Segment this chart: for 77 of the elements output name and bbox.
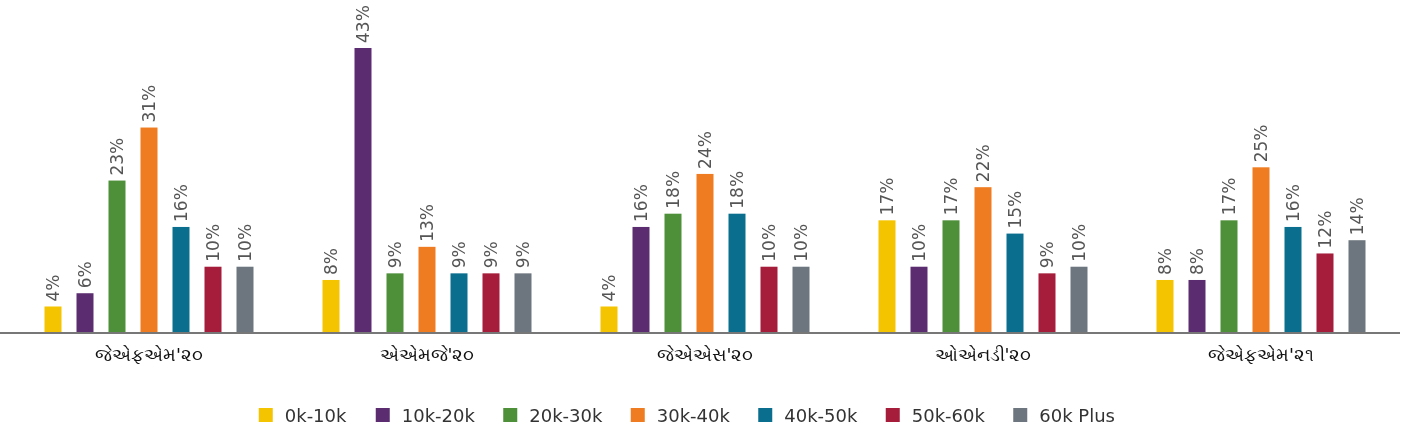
- legend-label: 60k Plus: [1039, 404, 1115, 426]
- legend-label: 30k-40k: [656, 404, 731, 426]
- x-tick-label: જેએફએમ'૨૦: [95, 344, 203, 365]
- x-tick-label: જેએએસ'૨૦: [656, 344, 754, 365]
- bar: [974, 187, 992, 333]
- x-tick-label: ઓએનડી'૨૦: [934, 344, 1032, 365]
- data-label: 31%: [139, 84, 159, 123]
- bar: [910, 266, 928, 333]
- data-label: 10%: [235, 223, 255, 262]
- data-label: 17%: [1219, 177, 1239, 216]
- bar: [418, 246, 436, 333]
- bar: [76, 293, 94, 333]
- data-label: 10%: [791, 223, 811, 262]
- bar: [1156, 279, 1174, 333]
- data-label: 22%: [973, 144, 993, 183]
- bar: [172, 226, 190, 333]
- data-label: 9%: [385, 241, 405, 269]
- bar: [204, 266, 222, 333]
- bar: [482, 273, 500, 333]
- data-label: 16%: [1283, 184, 1303, 222]
- bar: [600, 306, 618, 333]
- data-label: 6%: [75, 261, 95, 289]
- data-label: 10%: [203, 223, 223, 262]
- bar: [728, 213, 746, 333]
- data-label: 10%: [909, 223, 929, 262]
- data-label: 14%: [1347, 197, 1367, 236]
- bar: [632, 226, 650, 333]
- data-label: 8%: [321, 247, 341, 275]
- data-label: 16%: [171, 184, 191, 222]
- bar: [1038, 273, 1056, 333]
- bar: [1220, 220, 1238, 333]
- bar: [322, 279, 340, 333]
- bar: [1316, 253, 1334, 333]
- data-label: 9%: [513, 241, 533, 269]
- data-label: 9%: [1037, 241, 1057, 269]
- bar: [450, 273, 468, 333]
- data-label: 15%: [1005, 190, 1025, 229]
- legend-label: 20k-30k: [529, 404, 603, 426]
- data-label: 9%: [449, 241, 469, 269]
- data-label: 13%: [417, 204, 437, 242]
- bar: [44, 306, 62, 333]
- data-label: 16%: [631, 184, 651, 222]
- data-label: 23%: [107, 137, 127, 176]
- bar: [354, 48, 372, 333]
- data-label: 24%: [695, 131, 715, 169]
- bar: [942, 220, 960, 333]
- bar: [696, 173, 714, 333]
- data-label: 12%: [1315, 210, 1335, 249]
- bar: [878, 220, 896, 333]
- legend-label: 0k-10k: [284, 404, 348, 426]
- data-label: 8%: [1155, 247, 1175, 275]
- data-label: 25%: [1251, 124, 1271, 163]
- data-label: 4%: [599, 274, 619, 302]
- bar: [386, 273, 404, 333]
- data-label: 18%: [727, 170, 747, 209]
- data-label: 18%: [663, 170, 683, 209]
- data-label: 43%: [353, 5, 373, 43]
- data-label: 17%: [941, 177, 961, 216]
- legend-label: 10k-20k: [401, 404, 476, 426]
- legend-label: 50k-60k: [911, 404, 986, 426]
- data-label: 4%: [43, 274, 63, 302]
- data-label: 9%: [481, 241, 501, 269]
- bar: [760, 266, 778, 333]
- bar: [1284, 226, 1302, 333]
- data-label: 10%: [1069, 223, 1089, 262]
- bar: [1252, 167, 1270, 333]
- data-label: 8%: [1187, 247, 1207, 275]
- x-tick-label: જેએફએમ'૨૧: [1208, 344, 1314, 365]
- bar: [664, 213, 682, 333]
- legend-label: 40k-50k: [784, 404, 858, 426]
- bar: [1188, 279, 1206, 333]
- data-label: 17%: [877, 177, 897, 216]
- bar: [140, 127, 158, 333]
- bar: [108, 180, 126, 333]
- data-label: 10%: [759, 223, 779, 262]
- x-tick-label: એએમજે'૨૦: [379, 344, 475, 365]
- bar: [1006, 233, 1024, 333]
